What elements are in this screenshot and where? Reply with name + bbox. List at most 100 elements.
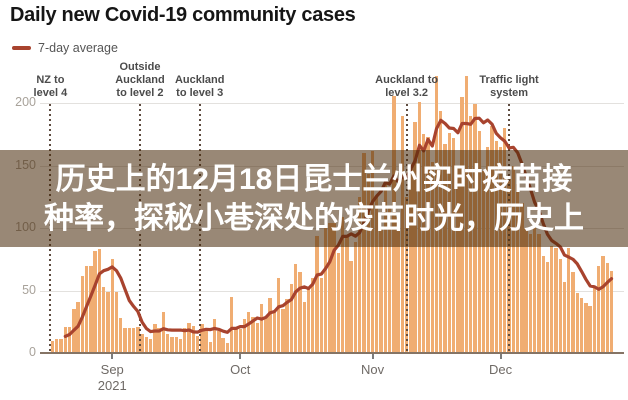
bar-day-28	[170, 336, 174, 353]
bar-day-50	[264, 316, 268, 353]
bar-day-36	[204, 329, 208, 353]
x-axis-label-Nov: Nov	[333, 362, 413, 378]
bar-day-92	[443, 144, 447, 353]
bar-day-121	[567, 248, 571, 353]
bar-day-123	[575, 293, 580, 353]
bar-day-79	[387, 208, 392, 353]
bar-day-1	[55, 339, 59, 353]
bar-day-69	[345, 235, 349, 353]
bar-day-10	[93, 250, 97, 353]
headline-overlay: 历史上的12月18日昆士兰州实时疫苗接 种率，探秘小巷深处的疫苗时光，历史上	[0, 150, 628, 247]
bar-day-16	[119, 318, 123, 353]
bar-day-21	[140, 334, 144, 353]
bar-day-125	[584, 303, 588, 353]
bar-day-38	[212, 319, 217, 353]
bar-day-109	[515, 184, 520, 353]
x-tick-Oct	[239, 354, 242, 359]
bar-day-24	[153, 324, 157, 353]
annotation-4: Traffic light system	[449, 74, 569, 100]
bar-day-126	[588, 305, 592, 353]
bar-day-35	[200, 324, 204, 353]
bar-day-0	[50, 340, 55, 353]
bar-day-129	[601, 255, 605, 353]
bar-day-118	[554, 248, 558, 353]
bar-day-22	[144, 336, 149, 353]
annotation-line: level 4	[33, 87, 68, 99]
annotation-1: Outside Auckland to level 2	[80, 61, 200, 100]
bar-day-32	[187, 323, 191, 353]
legend-label: 7-day average	[38, 41, 118, 55]
x-label-month: Oct	[230, 362, 251, 377]
bar-day-131	[609, 270, 614, 353]
bar-day-17	[123, 328, 127, 353]
bar-day-110	[520, 203, 524, 353]
bar-day-31	[183, 328, 187, 353]
bar-day-62	[315, 235, 319, 353]
gridline-200	[40, 103, 624, 104]
bar-day-47	[251, 316, 255, 353]
bar-day-66	[332, 223, 336, 353]
bar-day-20	[136, 326, 140, 353]
gridline-50	[40, 290, 624, 292]
bar-day-18	[127, 328, 131, 353]
bar-day-23	[148, 339, 153, 353]
bar-day-111	[524, 228, 528, 353]
bar-day-108	[511, 165, 516, 353]
bar-day-51	[268, 298, 272, 353]
bar-day-40	[221, 338, 225, 353]
bar-day-49	[259, 304, 264, 353]
bar-day-127	[592, 288, 597, 353]
bar-day-15	[114, 291, 119, 353]
x-label-month: Dec	[488, 362, 513, 377]
bar-day-42	[230, 296, 234, 353]
x-axis-label-Sep: Sep 2021	[72, 362, 152, 394]
bar-day-105	[498, 146, 503, 353]
bar-day-60	[306, 289, 311, 353]
x-tick-Sep	[111, 354, 114, 359]
y-axis-label-200: 200	[15, 95, 36, 109]
bar-day-101	[481, 170, 486, 353]
bar-day-81	[396, 216, 400, 353]
x-tick-Dec	[499, 354, 502, 359]
headline-line-1: 历史上的12月18日昆士兰州实时疫苗接	[55, 162, 573, 196]
bar-day-89	[430, 161, 434, 353]
bar-day-59	[302, 301, 306, 353]
bar-day-56	[289, 284, 294, 353]
bar-day-113	[532, 224, 537, 353]
bar-day-52	[272, 310, 277, 353]
annotation-line: system	[490, 87, 529, 99]
bar-day-63	[319, 278, 323, 353]
bar-day-119	[558, 259, 562, 353]
y-axis-label-50: 50	[22, 282, 36, 297]
bar-day-48	[255, 323, 259, 353]
bar-day-29	[174, 336, 178, 353]
bar-day-4	[67, 326, 72, 353]
x-label-month: Nov	[360, 362, 385, 377]
bar-day-73	[362, 153, 366, 353]
bar-day-33	[191, 325, 195, 353]
bar-day-117	[550, 245, 554, 353]
bar-day-64	[323, 225, 328, 353]
bar-day-74	[366, 174, 370, 353]
bar-day-19	[131, 328, 136, 353]
bar-day-25	[157, 328, 161, 353]
bar-day-67	[336, 253, 341, 353]
x-label-year: 2021	[97, 378, 127, 393]
legend: 7-day average	[12, 41, 118, 55]
bar-day-57	[294, 264, 298, 353]
bar-day-46	[247, 311, 251, 353]
bar-day-43	[234, 329, 238, 353]
bar-day-3	[63, 326, 67, 353]
bar-day-27	[166, 334, 170, 353]
annotation-2: Auckland to level 3	[140, 74, 260, 100]
y-axis-label-0: 0	[29, 345, 36, 359]
bar-day-120	[562, 281, 567, 353]
bar-day-71	[353, 241, 358, 353]
x-tick-Nov	[371, 354, 374, 359]
annotation-0: NZ to level 4	[0, 74, 110, 100]
bar-day-2	[59, 339, 63, 353]
annotation-line: level 3.2	[385, 87, 429, 99]
bar-day-124	[579, 298, 584, 353]
annotation-line: Auckland to	[375, 74, 439, 86]
